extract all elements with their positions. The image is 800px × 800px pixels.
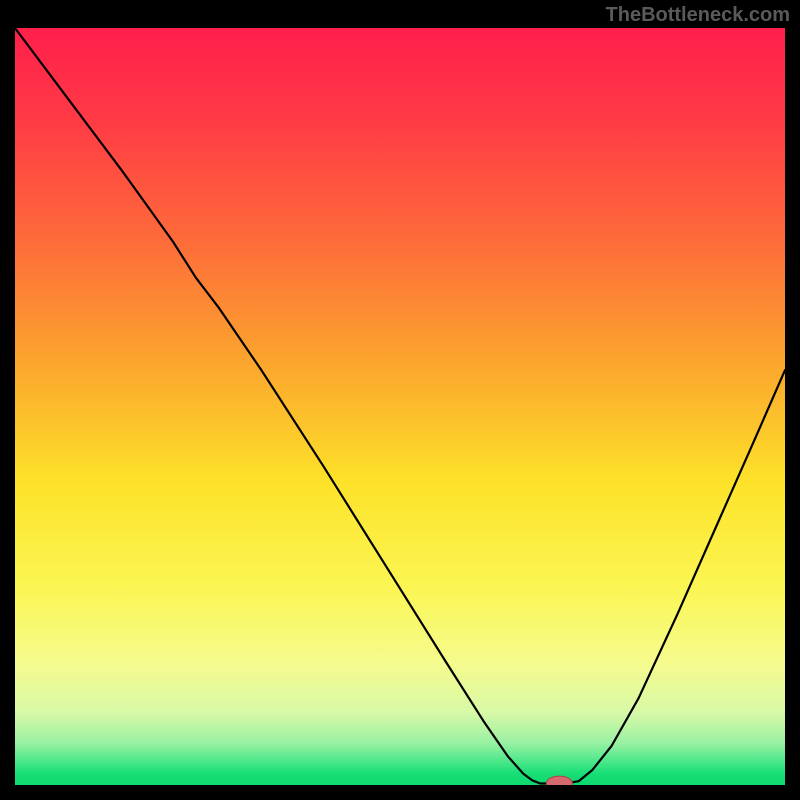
watermark-text: TheBottleneck.com: [606, 4, 790, 27]
bottleneck-plot: [15, 28, 785, 785]
bottleneck-chart-root: TheBottleneck.com: [0, 0, 800, 800]
gradient-background: [15, 28, 785, 785]
